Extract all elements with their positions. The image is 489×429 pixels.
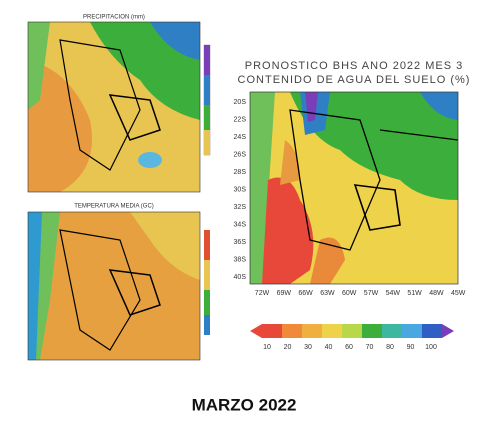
lat-labels: 20S 22S 24S 26S 28S 30S 32S 34S 36S 38S 40S bbox=[234, 99, 247, 281]
colorbar bbox=[250, 324, 454, 338]
lat-label: 20S bbox=[234, 99, 247, 106]
panel-title: PRECIPITACION (mm) bbox=[83, 15, 145, 21]
lon-label: 48W bbox=[429, 290, 444, 297]
lat-label: 34S bbox=[234, 221, 247, 228]
caption: MARZO 2022 bbox=[192, 395, 297, 414]
colorbar-label: 30 bbox=[304, 344, 312, 351]
lat-label: 38S bbox=[234, 256, 247, 263]
precip-map: PRECIPITACION (mm) bbox=[27, 15, 211, 193]
lon-labels: 72W 69W 66W 63W 60W 57W 54W 51W 48W 45W bbox=[255, 290, 466, 297]
lat-label: 26S bbox=[234, 151, 247, 158]
lat-label: 28S bbox=[234, 169, 247, 176]
colorbar-labels: 10 20 30 40 60 70 80 90 100 bbox=[263, 344, 437, 351]
colorbar-label: 80 bbox=[386, 344, 394, 351]
lat-label: 40S bbox=[234, 274, 247, 281]
map-title: PRONOSTICO BHS ANO 2022 MES 3 bbox=[245, 60, 464, 72]
colorbar-label: 100 bbox=[425, 344, 437, 351]
lon-label: 60W bbox=[342, 290, 357, 297]
colorbar-label: 10 bbox=[263, 344, 271, 351]
lon-label: 66W bbox=[298, 290, 313, 297]
lon-label: 72W bbox=[255, 290, 270, 297]
lon-label: 51W bbox=[407, 290, 422, 297]
temperature-map: TEMPERATURA MEDIA (GC) bbox=[27, 204, 210, 361]
map-title: CONTENIDO DE AGUA DEL SUELO (%) bbox=[238, 74, 471, 86]
colorbar-label: 90 bbox=[407, 344, 415, 351]
colorbar-label: 40 bbox=[325, 344, 333, 351]
lat-label: 22S bbox=[234, 116, 247, 123]
lon-label: 69W bbox=[277, 290, 292, 297]
lon-label: 57W bbox=[364, 290, 379, 297]
colorbar-label: 20 bbox=[284, 344, 292, 351]
colorbar-label: 60 bbox=[345, 344, 353, 351]
lon-label: 45W bbox=[451, 290, 466, 297]
lon-label: 54W bbox=[386, 290, 401, 297]
lat-label: 36S bbox=[234, 239, 247, 246]
soil-water-map: PRONOSTICO BHS ANO 2022 MES 3 CONTENIDO … bbox=[234, 60, 471, 351]
colorbar-label: 70 bbox=[366, 344, 374, 351]
lat-label: 24S bbox=[234, 134, 247, 141]
lon-label: 63W bbox=[320, 290, 335, 297]
lat-label: 30S bbox=[234, 186, 247, 193]
lat-label: 32S bbox=[234, 204, 247, 211]
panel-title: TEMPERATURA MEDIA (GC) bbox=[74, 204, 154, 210]
